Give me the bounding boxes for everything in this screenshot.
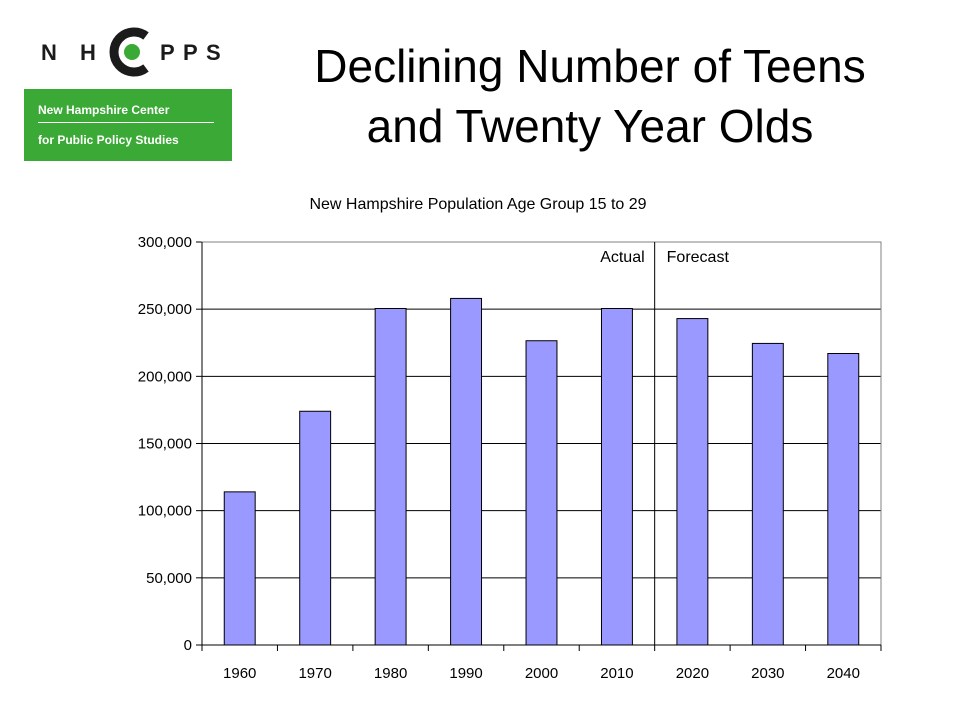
annotations: Actual Forecast	[600, 242, 729, 645]
bar-1960	[223, 491, 256, 646]
x-tick-label: 1970	[298, 665, 331, 682]
axes	[196, 241, 882, 651]
y-tick-label: 200,000	[138, 368, 192, 385]
bar-1970	[299, 410, 332, 646]
y-tick-label: 150,000	[138, 436, 192, 453]
x-tick-labels: 1960 1970 1980 1990 2000 2010 2020 2030 2040	[223, 665, 860, 682]
x-tick-label: 2040	[827, 665, 860, 682]
logo-green-panel: New Hampshire Center for Public Policy S…	[24, 89, 232, 161]
x-tick-label: 1960	[223, 665, 256, 682]
y-tick-labels: 0 50,000 100,000 150,000 200,000 250,000 300,0…	[138, 234, 192, 654]
bar-2040	[827, 352, 860, 646]
x-tick-label: 2020	[676, 665, 709, 682]
forecast-label: Forecast	[667, 249, 730, 266]
logo-letter-p2: P	[183, 40, 198, 65]
nhcpps-logo: N H P P S New Hampshire Center for Publi…	[24, 16, 232, 161]
bar-1990	[450, 297, 483, 646]
x-tick-label: 1990	[449, 665, 482, 682]
actual-label: Actual	[600, 249, 644, 266]
x-tick-label: 2030	[751, 665, 784, 682]
logo-text-line2: for Public Policy Studies	[38, 133, 179, 147]
logo-letter-p1: P	[160, 40, 175, 65]
bar-2010	[600, 307, 633, 646]
bar-2030	[751, 342, 784, 646]
slide-title: Declining Number of Teens and Twenty Yea…	[240, 36, 940, 156]
chart-title: New Hampshire Population Age Group 15 to…	[309, 196, 646, 213]
logo-letters: N H P P S	[24, 16, 232, 89]
logo-c-icon	[109, 27, 149, 77]
x-tick-label: 2010	[600, 665, 633, 682]
bar-1980	[374, 307, 407, 646]
slide-title-line2: and Twenty Year Olds	[366, 100, 814, 152]
slide-title-line1: Declining Number of Teens	[314, 40, 866, 92]
y-tick-label: 250,000	[138, 301, 192, 318]
y-tick-label: 300,000	[138, 234, 192, 251]
y-tick-label: 50,000	[146, 570, 192, 587]
y-tick-label: 0	[184, 637, 192, 654]
bar-2020	[676, 318, 709, 646]
x-tick-label: 1980	[374, 665, 407, 682]
bar-2000	[525, 340, 558, 646]
bars	[223, 297, 860, 646]
x-tick-label: 2000	[525, 665, 558, 682]
logo-letter-n: N	[41, 40, 57, 65]
logo-letter-s: S	[206, 40, 221, 65]
logo-text-line1: New Hampshire Center	[38, 103, 170, 117]
y-tick-label: 100,000	[138, 503, 192, 520]
logo-divider	[38, 122, 214, 123]
logo-letter-h: H	[80, 40, 96, 65]
